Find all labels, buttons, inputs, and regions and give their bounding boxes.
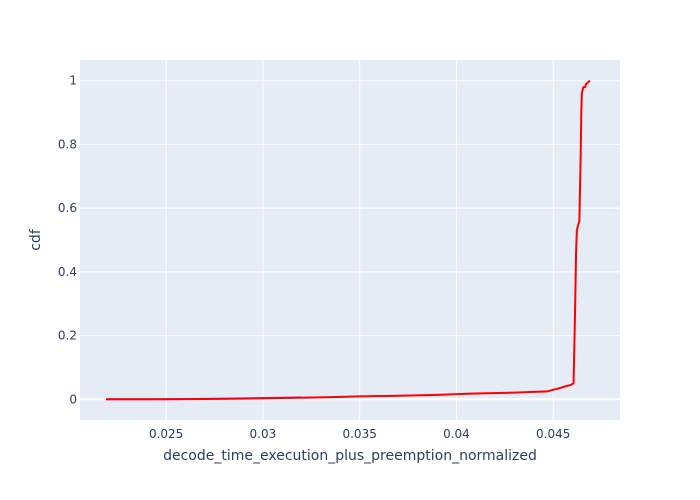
y-tick-label: 0 [69,392,77,406]
series-layer [106,79,591,401]
series-line-red [106,79,591,401]
y-tick-label: 0.2 [58,329,77,343]
x-tick-label: 0.035 [342,427,376,441]
x-tick-label: 0.03 [250,427,277,441]
y-tick-label: 0.6 [58,201,77,215]
x-axis-title: decode_time_execution_plus_preemption_no… [163,448,537,464]
y-tick-label: 0.4 [58,265,77,279]
x-gridlines [165,60,554,420]
y-tick-labels: 0 0.2 0.4 0.6 0.8 1 [58,74,77,407]
y-tick-label: 0.8 [58,137,77,151]
x-tick-label: 0.025 [149,427,183,441]
x-tick-labels: 0.025 0.03 0.035 0.04 0.045 [149,427,570,441]
x-tick-label: 0.045 [536,427,570,441]
y-axis-title: cdf [28,228,44,251]
x-tick-label: 0.04 [443,427,470,441]
y-tick-label: 1 [69,74,77,88]
plot-area [80,60,620,420]
